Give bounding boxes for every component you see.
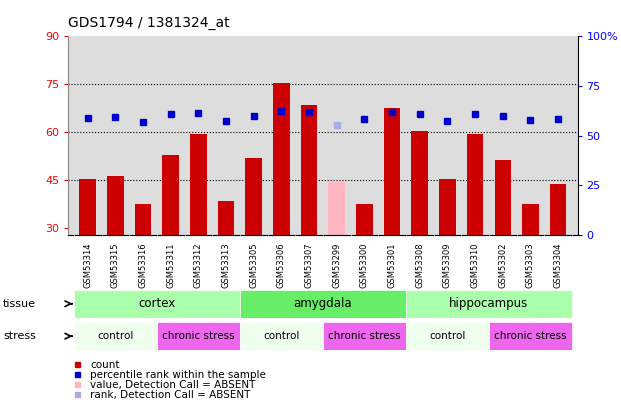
Bar — [522, 205, 539, 235]
Text: amygdala: amygdala — [294, 297, 352, 310]
Bar — [329, 182, 345, 235]
Bar — [467, 134, 483, 235]
Text: percentile rank within the sample: percentile rank within the sample — [90, 370, 266, 379]
Bar — [157, 322, 240, 350]
Bar — [163, 155, 179, 235]
Bar — [489, 322, 572, 350]
Text: stress: stress — [3, 331, 36, 341]
Bar — [356, 205, 373, 235]
Bar — [135, 205, 152, 235]
Bar — [494, 160, 511, 235]
Text: rank, Detection Call = ABSENT: rank, Detection Call = ABSENT — [90, 390, 250, 400]
Bar — [190, 134, 207, 235]
Bar — [74, 290, 240, 318]
Bar — [79, 179, 96, 235]
Text: GDS1794 / 1381324_at: GDS1794 / 1381324_at — [68, 16, 230, 30]
Text: control: control — [263, 331, 299, 341]
Text: count: count — [90, 360, 120, 369]
Bar — [218, 201, 234, 235]
Text: cortex: cortex — [138, 297, 176, 310]
Text: chronic stress: chronic stress — [494, 331, 567, 341]
Bar — [74, 322, 157, 350]
Text: control: control — [429, 331, 466, 341]
Text: chronic stress: chronic stress — [328, 331, 401, 341]
Bar — [384, 109, 401, 235]
Bar — [107, 176, 124, 235]
Text: value, Detection Call = ABSENT: value, Detection Call = ABSENT — [90, 380, 255, 390]
Bar — [273, 83, 290, 235]
Bar — [245, 158, 262, 235]
Bar — [412, 131, 428, 235]
Bar — [240, 322, 323, 350]
Bar — [406, 322, 489, 350]
Text: tissue: tissue — [3, 299, 36, 309]
Bar — [301, 105, 317, 235]
Text: chronic stress: chronic stress — [162, 331, 235, 341]
Bar — [406, 290, 572, 318]
Bar — [439, 179, 456, 235]
Text: control: control — [97, 331, 134, 341]
Bar — [240, 290, 406, 318]
Bar — [550, 184, 566, 235]
Bar — [323, 322, 406, 350]
Text: hippocampus: hippocampus — [450, 297, 528, 310]
